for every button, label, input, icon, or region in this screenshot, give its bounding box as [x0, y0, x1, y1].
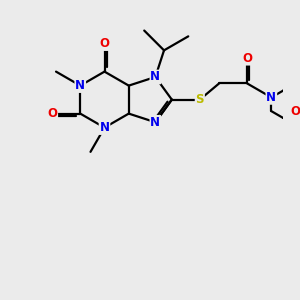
Text: O: O — [290, 105, 300, 118]
Text: O: O — [242, 52, 252, 65]
Text: N: N — [75, 79, 85, 92]
Text: N: N — [100, 121, 110, 134]
Text: N: N — [266, 91, 276, 104]
Text: O: O — [100, 37, 110, 50]
Text: N: N — [150, 70, 161, 83]
Text: O: O — [47, 107, 57, 120]
Text: N: N — [150, 116, 161, 129]
Text: S: S — [196, 93, 204, 106]
